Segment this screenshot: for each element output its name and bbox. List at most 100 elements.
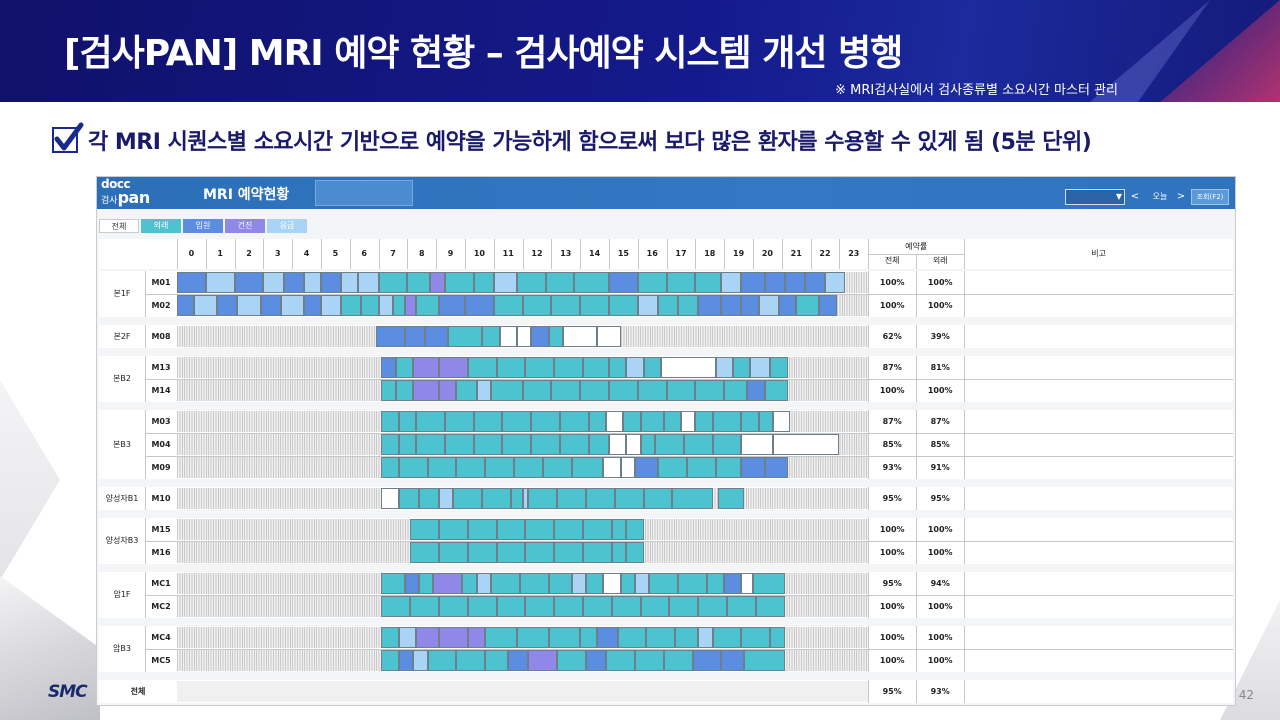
reservation-block[interactable] [588, 434, 609, 455]
reservation-block[interactable] [678, 573, 707, 594]
reservation-block[interactable] [516, 627, 549, 648]
query-button[interactable]: 조회(F2) [1191, 189, 1229, 205]
reservation-block[interactable] [758, 411, 774, 432]
reservation-block[interactable] [649, 573, 679, 594]
reservation-block[interactable] [712, 627, 742, 648]
reservation-block[interactable] [580, 627, 598, 648]
reservation-block[interactable] [462, 573, 477, 594]
reservation-block[interactable] [485, 650, 509, 671]
reservation-block[interactable] [398, 488, 419, 509]
reservation-block[interactable] [571, 457, 604, 478]
reservation-block[interactable] [657, 457, 687, 478]
reservation-block[interactable] [404, 295, 417, 316]
reservation-block[interactable] [476, 573, 491, 594]
reservation-block[interactable] [672, 488, 713, 509]
reservation-block[interactable] [548, 573, 572, 594]
reservation-block[interactable] [580, 380, 609, 401]
reservation-block[interactable] [557, 650, 586, 671]
prev-day-button[interactable]: < [1130, 191, 1140, 202]
reservation-block[interactable] [770, 357, 788, 378]
reservation-block[interactable] [721, 650, 745, 671]
reservation-block[interactable] [525, 596, 555, 617]
reservation-block[interactable] [485, 457, 514, 478]
reservation-block[interactable] [404, 573, 419, 594]
reservation-block[interactable] [393, 295, 405, 316]
reservation-block[interactable] [634, 650, 664, 671]
reservation-block[interactable] [732, 357, 751, 378]
reservation-block[interactable] [778, 295, 797, 316]
next-day-button[interactable]: > [1176, 191, 1186, 202]
reservation-block[interactable] [499, 326, 517, 347]
reservation-block[interactable] [490, 380, 523, 401]
reservation-block[interactable] [554, 357, 584, 378]
reservation-block[interactable] [692, 650, 722, 671]
reservation-block[interactable] [381, 380, 396, 401]
reservation-block[interactable] [712, 411, 742, 432]
reservation-block[interactable] [516, 272, 546, 293]
reservation-block[interactable] [557, 488, 586, 509]
reservation-block[interactable] [727, 596, 756, 617]
reservation-block[interactable] [609, 434, 627, 455]
reservation-block[interactable] [439, 542, 468, 563]
reservation-block[interactable] [626, 519, 644, 540]
reservation-block[interactable] [606, 411, 624, 432]
reservation-block[interactable] [666, 380, 696, 401]
reservation-block[interactable] [528, 650, 558, 671]
tab-입원[interactable]: 입원 [183, 219, 223, 233]
reservation-block[interactable] [508, 650, 529, 671]
reservation-block[interactable] [663, 650, 693, 671]
reservation-block[interactable] [439, 380, 457, 401]
reservation-block[interactable] [413, 357, 440, 378]
reservation-block[interactable] [695, 411, 713, 432]
reservation-block[interactable] [381, 457, 399, 478]
reservation-block[interactable] [404, 326, 425, 347]
reservation-block[interactable] [620, 573, 635, 594]
reservation-block[interactable] [542, 457, 572, 478]
reservation-block[interactable] [467, 357, 497, 378]
reservation-block[interactable] [416, 411, 445, 432]
reservation-block[interactable] [378, 272, 408, 293]
tab-건진[interactable]: 건진 [225, 219, 265, 233]
reservation-block[interactable] [626, 357, 644, 378]
reservation-block[interactable] [522, 380, 552, 401]
reservation-block[interactable] [430, 272, 445, 293]
reservation-block[interactable] [675, 627, 699, 648]
reservation-block[interactable] [361, 295, 379, 316]
reservation-block[interactable] [381, 411, 399, 432]
reservation-block[interactable] [614, 488, 644, 509]
reservation-block[interactable] [439, 488, 454, 509]
reservation-block[interactable] [562, 326, 598, 347]
reservation-block[interactable] [681, 411, 696, 432]
reservation-block[interactable] [194, 295, 218, 316]
reservation-block[interactable] [548, 326, 563, 347]
reservation-block[interactable] [467, 596, 497, 617]
reservation-block[interactable] [643, 357, 661, 378]
reservation-block[interactable] [620, 457, 635, 478]
reservation-block[interactable] [626, 434, 641, 455]
tab-외래[interactable]: 외래 [141, 219, 181, 233]
reservation-block[interactable] [465, 295, 494, 316]
reservation-block[interactable] [496, 542, 526, 563]
reservation-block[interactable] [234, 272, 264, 293]
reservation-block[interactable] [721, 295, 742, 316]
reservation-block[interactable] [698, 596, 728, 617]
reservation-block[interactable] [588, 411, 607, 432]
reservation-block[interactable] [177, 272, 206, 293]
reservation-block[interactable] [418, 488, 440, 509]
reservation-block[interactable] [764, 272, 785, 293]
reservation-block[interactable] [545, 272, 575, 293]
search-field[interactable] [315, 180, 413, 206]
reservation-block[interactable] [381, 488, 399, 509]
reservation-block[interactable] [637, 272, 667, 293]
reservation-block[interactable] [695, 272, 722, 293]
reservation-block[interactable] [634, 457, 658, 478]
reservation-block[interactable] [655, 434, 684, 455]
reservation-block[interactable] [444, 434, 474, 455]
reservation-block[interactable] [657, 295, 679, 316]
reservation-block[interactable] [626, 542, 644, 563]
reservation-block[interactable] [456, 457, 486, 478]
reservation-block[interactable] [321, 295, 342, 316]
reservation-block[interactable] [554, 542, 584, 563]
reservation-block[interactable] [640, 411, 664, 432]
reservation-block[interactable] [381, 357, 396, 378]
